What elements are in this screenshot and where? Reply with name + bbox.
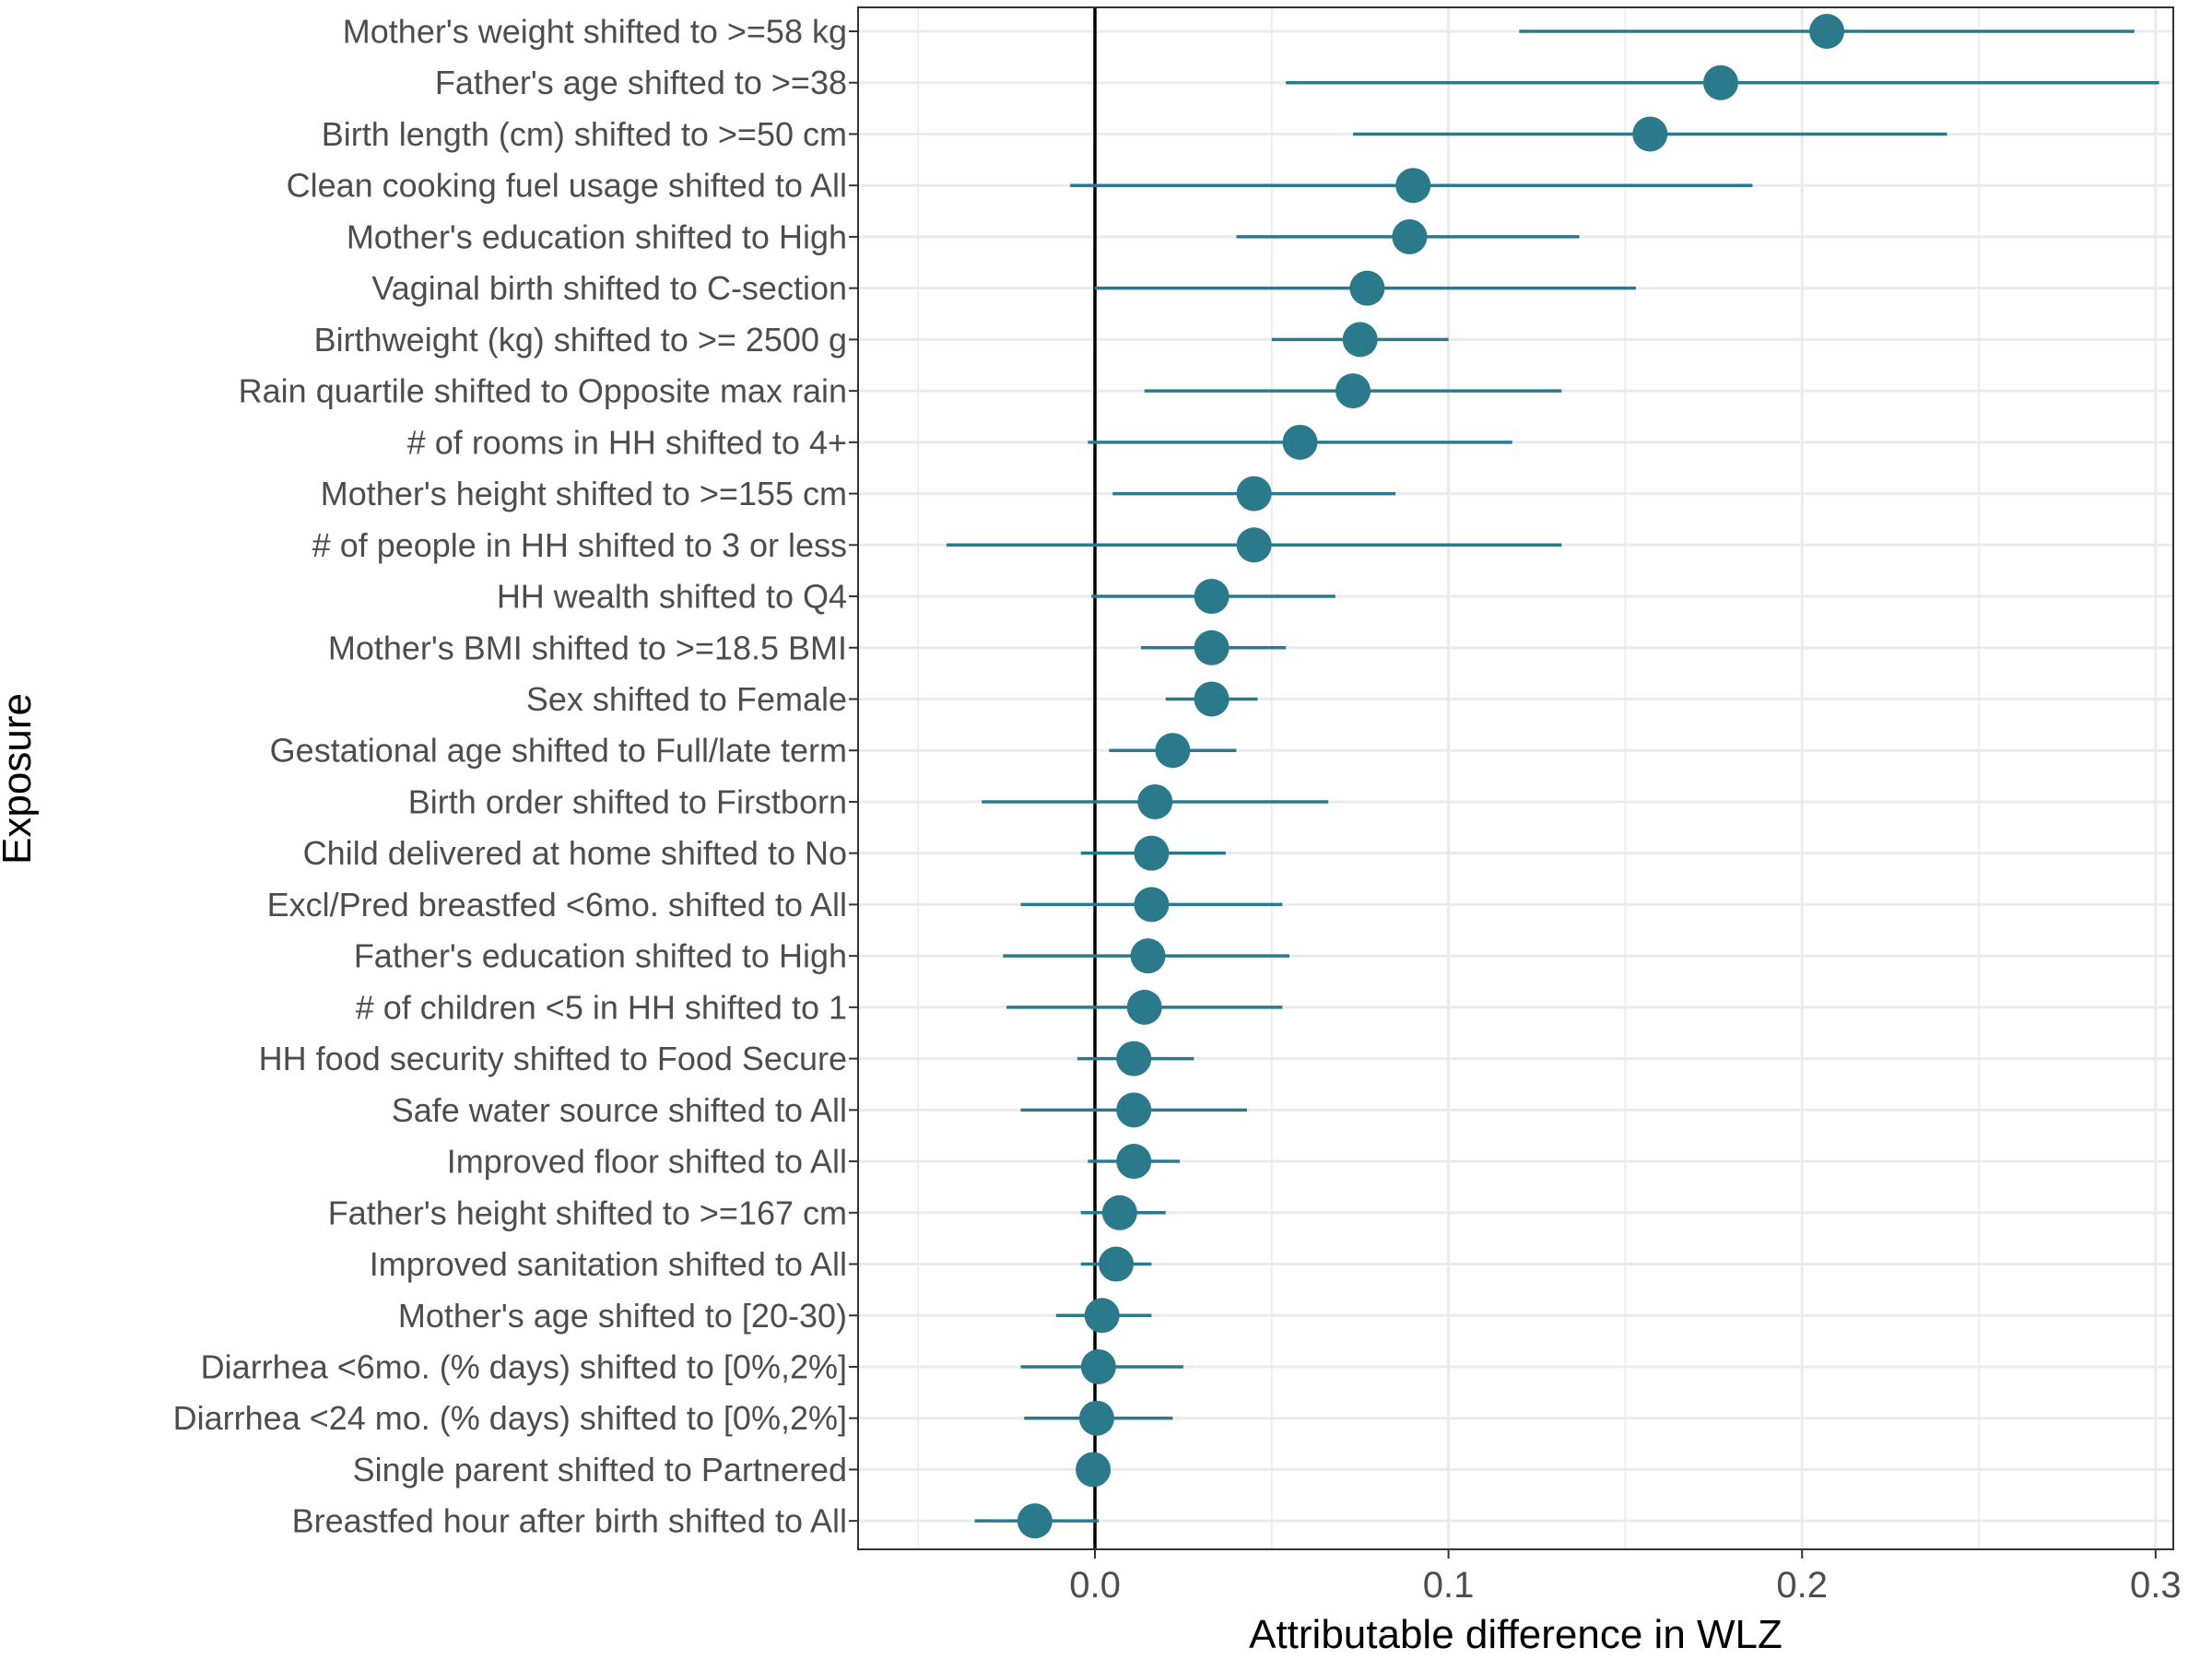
plot-panel <box>858 7 2173 1549</box>
y-tick-label: Sex shifted to Female <box>526 680 847 718</box>
point-estimate <box>1155 733 1191 769</box>
y-tick-label: Mother's age shifted to [20-30) <box>398 1297 847 1335</box>
x-axis-ticks: 0.0 0.1 0.2 0.3 <box>1069 1549 2182 1606</box>
y-tick-label: Birth order shifted to Firstborn <box>408 782 847 820</box>
point-estimate <box>1392 218 1428 254</box>
x-tick-label: 0.0 <box>1069 1565 1121 1606</box>
point-estimate <box>1080 1348 1116 1384</box>
y-tick-label: Improved sanitation shifted to All <box>370 1245 847 1283</box>
point-estimate <box>1282 424 1318 460</box>
point-estimate <box>1632 116 1668 152</box>
y-tick-label: Clean cooking fuel usage shifted to All <box>287 167 847 205</box>
y-tick-label: HH wealth shifted to Q4 <box>497 578 847 616</box>
y-tick-label: Child delivered at home shifted to No <box>303 834 847 872</box>
point-estimate <box>1134 835 1170 871</box>
point-estimate <box>1134 887 1170 923</box>
y-axis-title: Exposure <box>0 693 40 865</box>
point-estimate <box>1017 1503 1053 1539</box>
y-tick-label: # of rooms in HH shifted to 4+ <box>407 423 847 461</box>
point-estimate <box>1126 989 1162 1025</box>
point-estimate <box>1116 1092 1152 1128</box>
point-estimate <box>1194 681 1230 717</box>
point-estimate <box>1137 783 1173 819</box>
point-estimate <box>1076 1452 1112 1488</box>
x-axis-title: Attributable difference in WLZ <box>1249 1612 1783 1657</box>
y-tick-label: Breastfed hour after birth shifted to Al… <box>292 1502 847 1540</box>
point-estimate <box>1116 1041 1152 1077</box>
point-estimate <box>1084 1298 1120 1334</box>
point-estimate <box>1099 1246 1135 1282</box>
point-estimate <box>1236 476 1272 512</box>
y-tick-label: Diarrhea <6mo. (% days) shifted to [0%,2… <box>201 1347 847 1385</box>
y-tick-label: Mother's education shifted to High <box>347 218 847 255</box>
point-estimate <box>1194 579 1230 615</box>
point-estimate <box>1236 527 1272 563</box>
x-tick-label: 0.2 <box>1776 1565 1828 1606</box>
x-tick-label: 0.1 <box>1423 1565 1475 1606</box>
y-tick-label: Mother's BMI shifted to >=18.5 BMI <box>328 629 847 666</box>
y-axis-ticks: Mother's weight shifted to >=58 kg Father… <box>173 13 858 1540</box>
x-tick-label: 0.3 <box>2130 1565 2182 1606</box>
point-estimate <box>1809 14 1845 49</box>
y-tick-label: Rain quartile shifted to Opposite max ra… <box>239 372 847 410</box>
point-estimate <box>1342 322 1378 358</box>
point-estimate <box>1335 373 1371 409</box>
y-tick-label: Birth length (cm) shifted to >=50 cm <box>322 115 847 153</box>
y-tick-label: Father's education shifted to High <box>354 937 847 975</box>
y-tick-label: HH food security shifted to Food Secure <box>259 1040 847 1077</box>
y-tick-label: Improved floor shifted to All <box>447 1143 847 1181</box>
y-tick-label: Safe water source shifted to All <box>392 1091 847 1129</box>
y-tick-label: Mother's height shifted to >=155 cm <box>321 475 847 512</box>
y-tick-label: Father's height shifted to >=167 cm <box>328 1194 847 1231</box>
point-estimate <box>1101 1194 1137 1230</box>
y-tick-label: Gestational age shifted to Full/late ter… <box>270 732 847 770</box>
y-tick-label: Excl/Pred breastfed <6mo. shifted to All <box>267 886 847 924</box>
y-tick-label: Diarrhea <24 mo. (% days) shifted to [0%… <box>173 1399 847 1437</box>
point-estimate <box>1116 1144 1152 1180</box>
point-estimate <box>1395 168 1431 204</box>
y-tick-label: Father's age shifted to >=38 <box>435 64 847 101</box>
y-tick-label: # of children <5 in HH shifted to 1 <box>356 988 847 1026</box>
point-estimate <box>1130 938 1166 974</box>
plot-border <box>857 6 2174 1550</box>
y-tick-label: Birthweight (kg) shifted to >= 2500 g <box>314 321 847 359</box>
point-estimates <box>1017 14 1845 1539</box>
y-tick-label: Single parent shifted to Partnered <box>353 1451 847 1488</box>
y-tick-label: Mother's weight shifted to >=58 kg <box>343 13 847 51</box>
point-estimate <box>1194 629 1230 665</box>
y-tick-label: Vaginal birth shifted to C-section <box>371 269 847 307</box>
point-estimate <box>1349 270 1385 306</box>
point-estimate <box>1702 65 1738 100</box>
point-estimate <box>1078 1400 1114 1436</box>
y-tick-label: # of people in HH shifted to 3 or less <box>312 526 847 564</box>
